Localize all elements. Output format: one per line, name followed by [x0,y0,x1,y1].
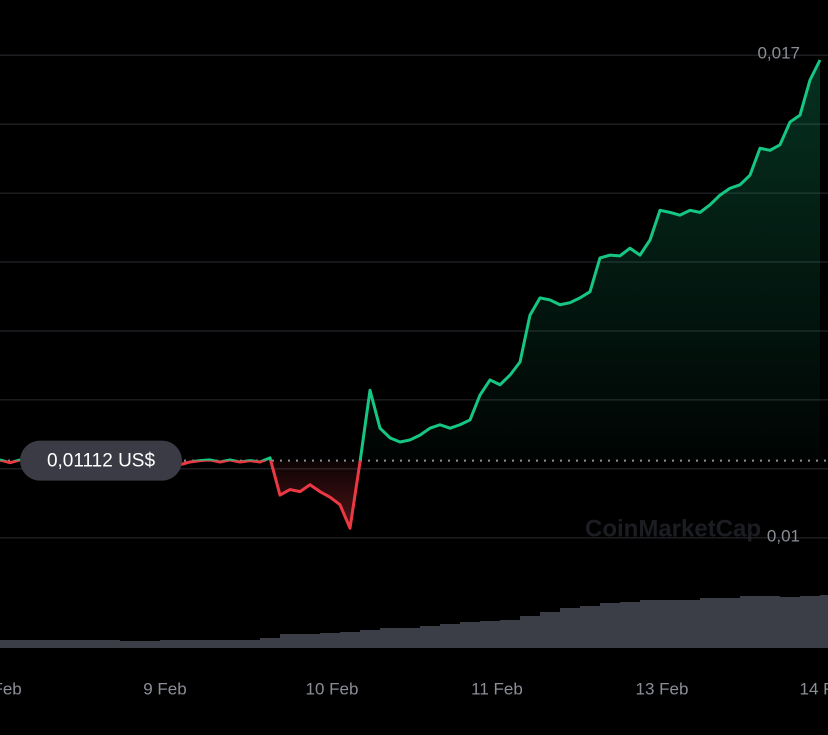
volume-bar [740,596,760,648]
volume-bar [480,621,500,648]
volume-bar [660,600,680,648]
volume-bar [420,626,440,648]
volume-bar [80,640,100,648]
y-tick-label: 0,01 [767,526,800,545]
volume-bar [300,634,320,648]
baseline-badge [20,440,182,481]
volume-bar [640,600,660,648]
volume-bar [280,634,300,648]
volume-bar [700,598,720,648]
volume-bar [620,602,640,648]
volume-bar [180,640,200,648]
x-tick-label: 14 Feb [800,679,828,698]
x-tick-label: 11 Feb [471,679,523,698]
volume-bar [260,638,280,648]
x-tick-label: 13 Feb [636,679,689,698]
volume-bar [820,595,828,648]
volume-bar [340,632,360,648]
volume-bar [200,640,220,648]
volume-bar [720,598,740,648]
volume-bar [580,606,600,648]
volume-bar [320,633,340,648]
volume-bar [120,641,140,648]
volume-bar [0,640,20,648]
volume-bar [760,596,780,648]
volume-bar [560,608,580,648]
volume-bar [240,640,260,648]
volume-bar [160,640,180,648]
volume-bar [40,640,60,648]
volume-bar [100,640,120,648]
volume-bar [60,640,80,648]
volume-bar [360,630,380,648]
volume-bar [220,640,240,648]
y-tick-label: 0,017 [757,44,800,63]
volume-bar [600,603,620,648]
volume-bar [500,620,520,648]
volume-bar [780,597,800,648]
volume-bar [400,628,420,648]
volume-bar [800,596,820,648]
volume-bar [680,600,700,648]
x-tick-label: 8 Feb [0,679,22,698]
area [0,59,820,529]
volume-bar [440,624,460,648]
volume-bar [460,622,480,648]
volume-bar [520,616,540,648]
x-tick-label: 9 Feb [143,679,186,698]
volume-bar [140,641,160,648]
volume-bar [380,628,400,648]
volume-bar [20,640,40,648]
x-tick-label: 10 Feb [306,679,359,698]
volume-bar [540,612,560,648]
baseline-label: 0,01112 US$ [47,451,156,472]
